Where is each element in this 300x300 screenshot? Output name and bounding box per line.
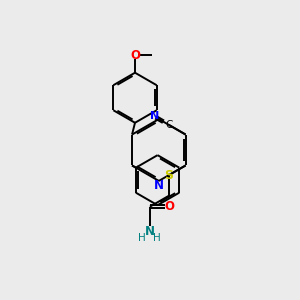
Text: S: S: [164, 169, 173, 182]
Text: H: H: [152, 233, 160, 243]
Text: O: O: [130, 49, 140, 62]
Text: N: N: [154, 179, 164, 192]
Text: N: N: [150, 111, 159, 121]
Text: H: H: [138, 233, 146, 243]
Text: N: N: [145, 225, 155, 238]
Text: O: O: [165, 200, 175, 213]
Text: C: C: [165, 120, 173, 130]
